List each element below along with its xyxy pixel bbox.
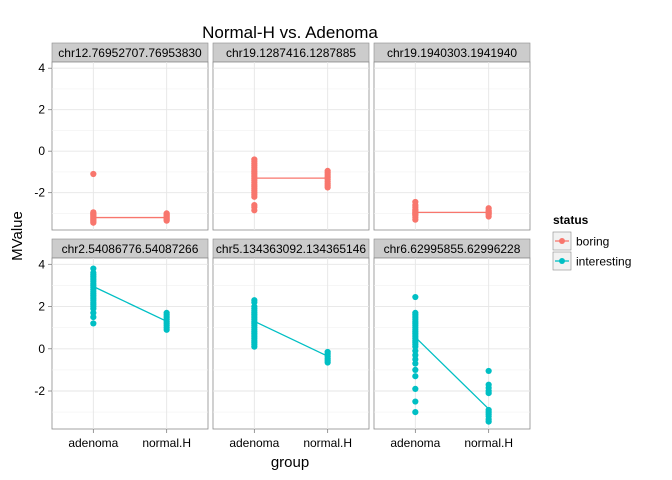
facet-panel: chr12.76952707.76953830 [51, 42, 209, 231]
data-point [163, 217, 170, 224]
data-point [90, 219, 97, 226]
legend-key-point [559, 238, 565, 244]
data-point [90, 320, 97, 327]
facet-panel: chr2.54086776.54087266 [51, 238, 209, 430]
x-axis-title: group [271, 454, 309, 471]
panel-background [51, 61, 209, 231]
mean-line [414, 336, 490, 410]
legend-label: boring [576, 235, 609, 249]
data-point [485, 367, 492, 375]
facet-panel: chr5.134363092.134365146 [212, 238, 370, 430]
data-point [412, 373, 419, 380]
data-point [412, 409, 419, 416]
y-tick-label: 4 [38, 61, 45, 75]
data-point [163, 326, 170, 333]
y-tick-label: 0 [38, 342, 45, 356]
y-tick-label: 0 [38, 144, 45, 158]
facet-panel: chr19.1940303.1941940 [373, 42, 531, 231]
panel-background [212, 257, 370, 430]
panel-background [51, 257, 209, 430]
legend-label: interesting [576, 255, 631, 269]
legend-item-interesting: interesting [552, 251, 631, 271]
legend-item-boring: boring [552, 231, 609, 251]
data-point [251, 207, 258, 214]
data-point [485, 213, 492, 220]
x-tick-label: adenoma [229, 436, 279, 450]
data-point [485, 390, 492, 397]
facet-strip-label: chr12.76952707.76953830 [58, 46, 202, 60]
x-tick-label: adenoma [390, 436, 440, 450]
facet-strip-label: chr6.62995855.62996228 [384, 242, 521, 256]
facet-strip-label: chr5.134363092.134365146 [216, 242, 366, 256]
panel-background [373, 61, 531, 231]
facet-panel: chr19.1287416.1287885 [212, 42, 370, 231]
data-point [485, 418, 492, 425]
data-point [412, 293, 419, 301]
x-tick-label: normal.H [142, 436, 191, 450]
data-point [251, 343, 258, 350]
data-point [324, 184, 331, 191]
facet-strip-label: chr19.1940303.1941940 [387, 46, 517, 60]
data-point [90, 314, 97, 321]
y-tick-label: -2 [34, 384, 45, 398]
x-tick-label: adenoma [68, 436, 118, 450]
legend-title: status [553, 213, 589, 227]
y-tick-label: 2 [38, 300, 45, 314]
x-tick-label: normal.H [303, 436, 352, 450]
facet-panels: chr12.76952707.76953830 chr19.1287416.128… [51, 42, 531, 430]
y-axis-title: MValue [9, 211, 26, 261]
data-point [412, 398, 419, 405]
data-point [412, 366, 419, 373]
y-tick-label: 4 [38, 257, 45, 271]
mean-line [254, 320, 328, 357]
data-point [412, 216, 419, 223]
legend: status boring interesting [552, 213, 631, 271]
data-point [412, 360, 419, 367]
x-tick-label: normal.H [464, 436, 513, 450]
panel-background [373, 257, 531, 430]
y-axis: -2 0 2 4 -2 0 2 4 [34, 61, 52, 398]
data-point [412, 385, 419, 392]
data-point [251, 193, 258, 200]
y-tick-label: -2 [34, 186, 45, 200]
facet-strip-label: chr2.54086776.54087266 [62, 242, 199, 256]
chart-title: Normal-H vs. Adenoma [202, 23, 378, 42]
facet-strip-label: chr19.1287416.1287885 [226, 46, 356, 60]
legend-keys: boring interesting [552, 231, 631, 271]
mean-line [93, 285, 167, 322]
data-point [90, 170, 97, 178]
x-axis: adenoma normal.H adenoma normal.H adenoma nor… [68, 429, 513, 450]
y-tick-label: 2 [38, 103, 45, 117]
panel-background [212, 61, 370, 231]
legend-key-point [559, 258, 565, 264]
data-point [324, 359, 331, 366]
facet-panel: chr6.62995855.62996228 [373, 238, 531, 430]
